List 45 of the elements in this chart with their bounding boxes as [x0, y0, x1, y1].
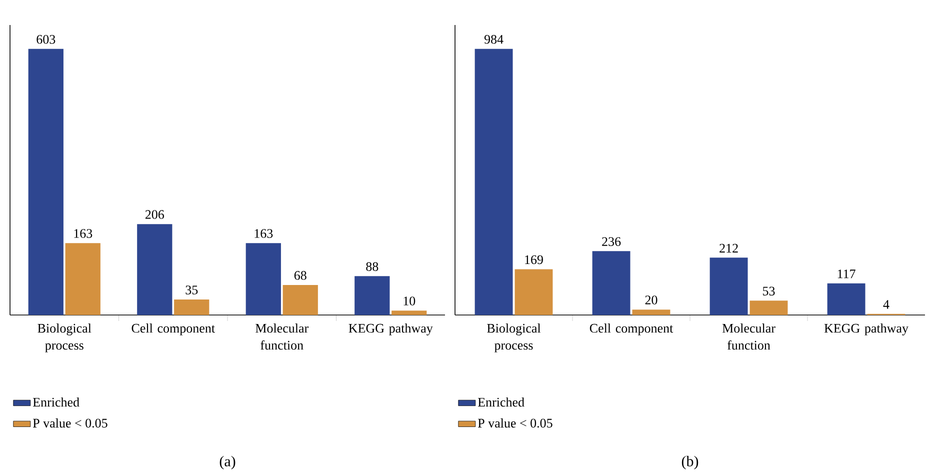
x-tick-label: KEGG pathway [348, 324, 433, 336]
bar [474, 49, 513, 316]
bar [282, 285, 318, 316]
bar [827, 283, 866, 316]
data-label: 10 [404, 296, 416, 306]
x-tick-label: Cell component [132, 324, 215, 336]
data-label: 68 [294, 271, 306, 280]
data-label: 35 [186, 286, 198, 294]
x-tick-label: Biological process [38, 324, 92, 352]
data-label: 163 [74, 229, 92, 238]
bar [750, 300, 788, 316]
data-label: 53 [762, 286, 775, 296]
bar [174, 300, 210, 316]
data-label: 20 [645, 296, 658, 305]
data-label: 603 [36, 35, 56, 44]
bar [246, 243, 281, 316]
bar [710, 258, 748, 316]
x-tick-label: Cell component [590, 324, 674, 336]
bar [65, 243, 100, 316]
legend-label: Enriched [478, 398, 524, 407]
text: (b) [682, 456, 698, 470]
legend-label: Enriched [32, 398, 80, 407]
data-label: 117 [838, 270, 856, 278]
x-tick-label: Biological process [487, 324, 541, 352]
data-label: 4 [883, 300, 890, 309]
data-label: 206 [145, 210, 164, 220]
bar [514, 269, 553, 316]
text: (a) [220, 456, 236, 470]
data-label: 984 [484, 35, 504, 44]
bar [592, 251, 630, 316]
data-label: 169 [525, 255, 543, 264]
bar [137, 224, 172, 316]
legend-label: P value < 0.05 [32, 418, 108, 428]
data-label: 236 [602, 237, 621, 246]
data-label: 163 [254, 229, 273, 238]
legend-label: P value < 0.05 [478, 418, 552, 428]
bar [354, 276, 390, 316]
data-label: 212 [720, 244, 738, 253]
x-tick-label: Molecular function [256, 324, 308, 350]
x-tick-label: KEGG pathway [824, 324, 908, 336]
data-label: 88 [366, 262, 378, 272]
bar [28, 49, 64, 316]
bar [632, 310, 670, 316]
bar [392, 310, 427, 316]
x-tick-label: Molecular function [722, 324, 776, 350]
